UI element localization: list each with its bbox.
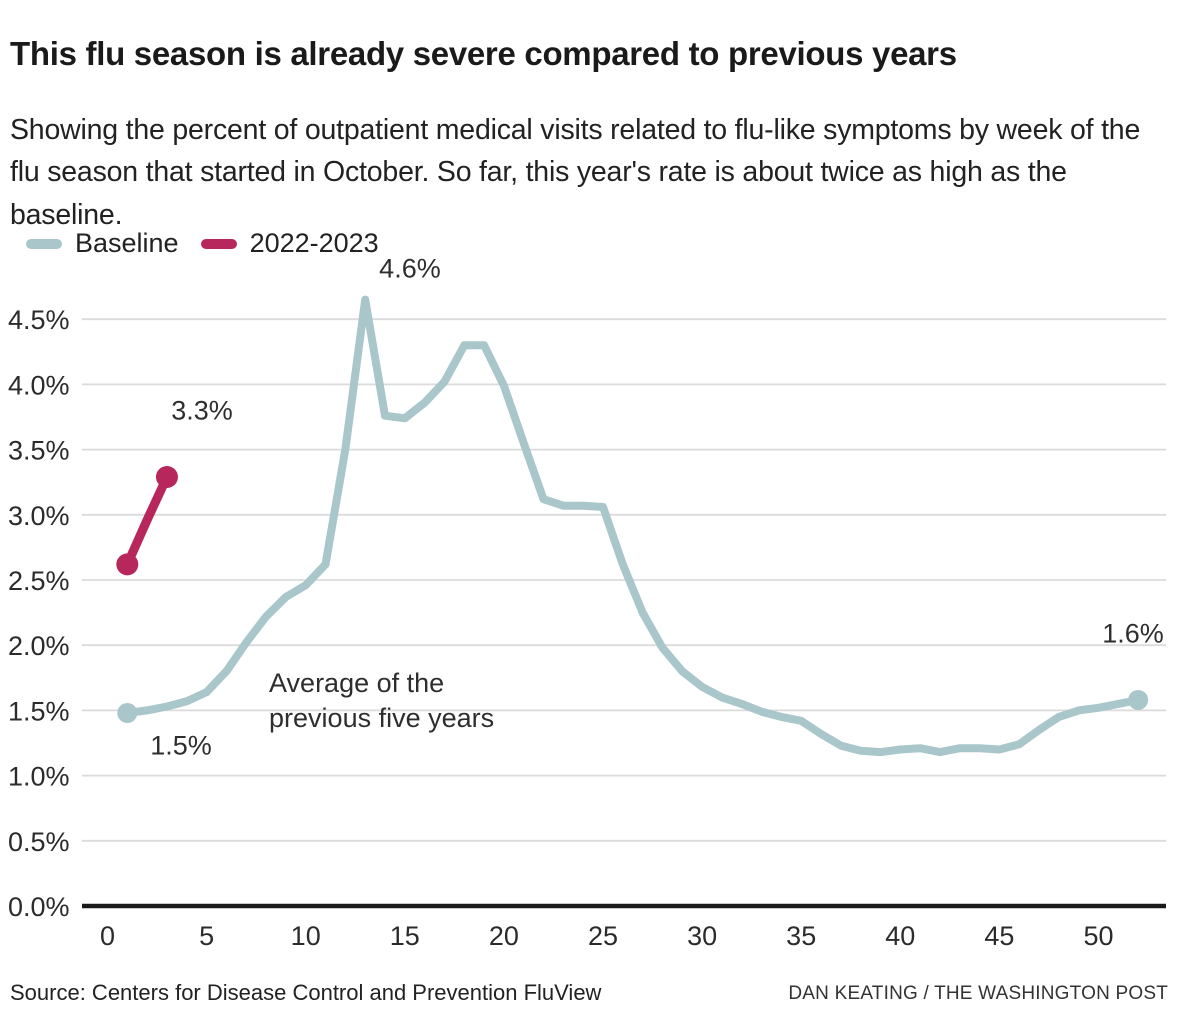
- x-tick-label: 0: [100, 921, 115, 951]
- y-tick-label: 3.0%: [8, 501, 70, 531]
- x-tick-label: 40: [885, 921, 915, 951]
- y-tick-label: 1.0%: [8, 762, 70, 792]
- baseline-line-swatch: [26, 238, 62, 249]
- annotation-baseline-note: previous five years: [269, 703, 494, 733]
- annotation-baseline-start-label: 1.5%: [150, 731, 212, 761]
- x-tick-label: 10: [291, 921, 321, 951]
- y-tick-label: 3.5%: [8, 436, 70, 466]
- y-tick-label: 2.0%: [8, 631, 70, 661]
- legend-label-baseline: Baseline: [75, 228, 179, 258]
- y-tick-label: 4.5%: [8, 305, 70, 335]
- x-tick-label: 15: [390, 921, 420, 951]
- chart-subtitle: Showing the percent of outpatient medica…: [10, 113, 1141, 231]
- legend-label-2022-2023: 2022-2023: [249, 228, 379, 258]
- x-tick-label: 5: [199, 921, 214, 951]
- byline-credit: DAN KEATING / THE WASHINGTON POST: [788, 983, 1168, 1004]
- y-tick-label: 4.0%: [8, 370, 70, 400]
- current-season-endpoint-dot: [155, 465, 178, 488]
- x-tick-label: 50: [1083, 921, 1113, 951]
- annotation-current-season-label: 3.3%: [171, 396, 233, 426]
- current-season-line: [122, 472, 172, 569]
- y-tick-label: 0.5%: [8, 827, 70, 857]
- current-season-line-swatch: [200, 238, 237, 249]
- y-tick-label: 1.5%: [8, 696, 70, 726]
- x-tick-label: 30: [687, 921, 717, 951]
- source-note: Source: Centers for Disease Control and …: [10, 980, 602, 1005]
- y-tick-label: 2.5%: [8, 566, 70, 596]
- x-tick-label: 20: [489, 921, 519, 951]
- y-tick-label: 0.0%: [8, 892, 70, 922]
- annotation-peak-label: 4.6%: [379, 253, 441, 283]
- x-tick-label: 25: [588, 921, 618, 951]
- baseline-series-line: [123, 295, 1143, 757]
- annotation-baseline-end-label: 1.6%: [1102, 619, 1164, 649]
- legend-item-2022-2023: 2022-2023: [200, 228, 379, 259]
- legend-item-baseline: Baseline: [26, 228, 179, 259]
- current-season-endpoint-dot: [116, 553, 139, 576]
- baseline-endpoint-dot: [117, 703, 138, 724]
- annotation-baseline-note: Average of the: [269, 668, 444, 698]
- legend: Baseline 2022-2023: [26, 228, 379, 259]
- x-tick-label: 35: [786, 921, 816, 951]
- page-title: This flu season is already severe compar…: [10, 35, 957, 73]
- x-tick-label: 45: [984, 921, 1014, 951]
- baseline-endpoint-dot: [1128, 689, 1149, 710]
